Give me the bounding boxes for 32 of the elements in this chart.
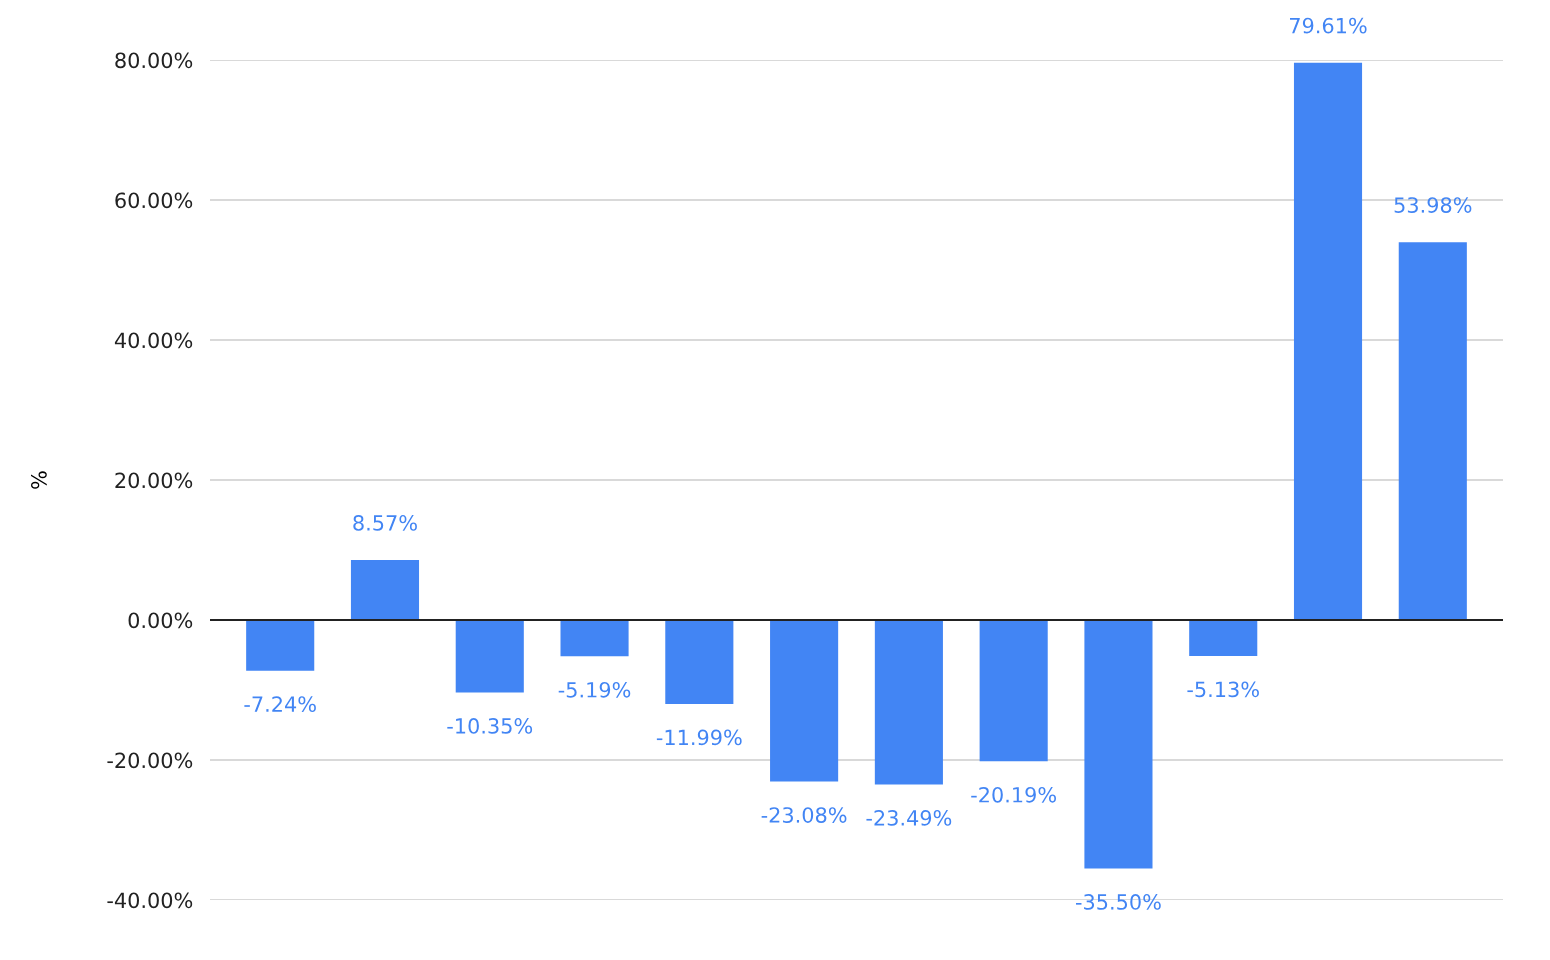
- bar: [1293, 62, 1363, 620]
- data-label: -10.35%: [447, 718, 533, 734]
- bar: [770, 620, 839, 782]
- data-label: -35.50%: [1076, 894, 1161, 910]
- y-tick-label: 40.00%: [114, 332, 193, 349]
- data-label: -20.19%: [971, 786, 1056, 803]
- data-label: -5.19%: [558, 681, 631, 698]
- data-label: 53.98%: [1394, 197, 1472, 213]
- y-tick-label: 60.00%: [115, 192, 193, 209]
- y-tick-label: 80.00%: [115, 52, 193, 69]
- data-label: -23.08%: [761, 807, 847, 823]
- bar: [874, 620, 943, 785]
- bar: [665, 620, 734, 704]
- bar: [455, 620, 524, 693]
- y-tick-label: 20.00%: [115, 472, 193, 489]
- data-label: -23.49%: [866, 810, 952, 826]
- data-label: 8.57%: [353, 515, 417, 531]
- bar: [1398, 242, 1467, 620]
- data-label: -11.99%: [656, 729, 742, 746]
- y-tick-label: -20.00%: [107, 752, 193, 769]
- data-label: -7.24%: [244, 696, 316, 713]
- y-tick-label: 0.00%: [128, 612, 193, 629]
- data-label: 79.61%: [1290, 17, 1367, 34]
- bar: [1084, 620, 1153, 869]
- bar: [1189, 620, 1258, 656]
- bar: [560, 620, 629, 657]
- data-label: -5.13%: [1187, 681, 1259, 698]
- bar: [979, 620, 1048, 762]
- y-axis-title: %: [31, 471, 47, 489]
- bar: [246, 620, 315, 671]
- bar: [350, 560, 420, 620]
- y-tick-label: -40.00%: [107, 892, 193, 909]
